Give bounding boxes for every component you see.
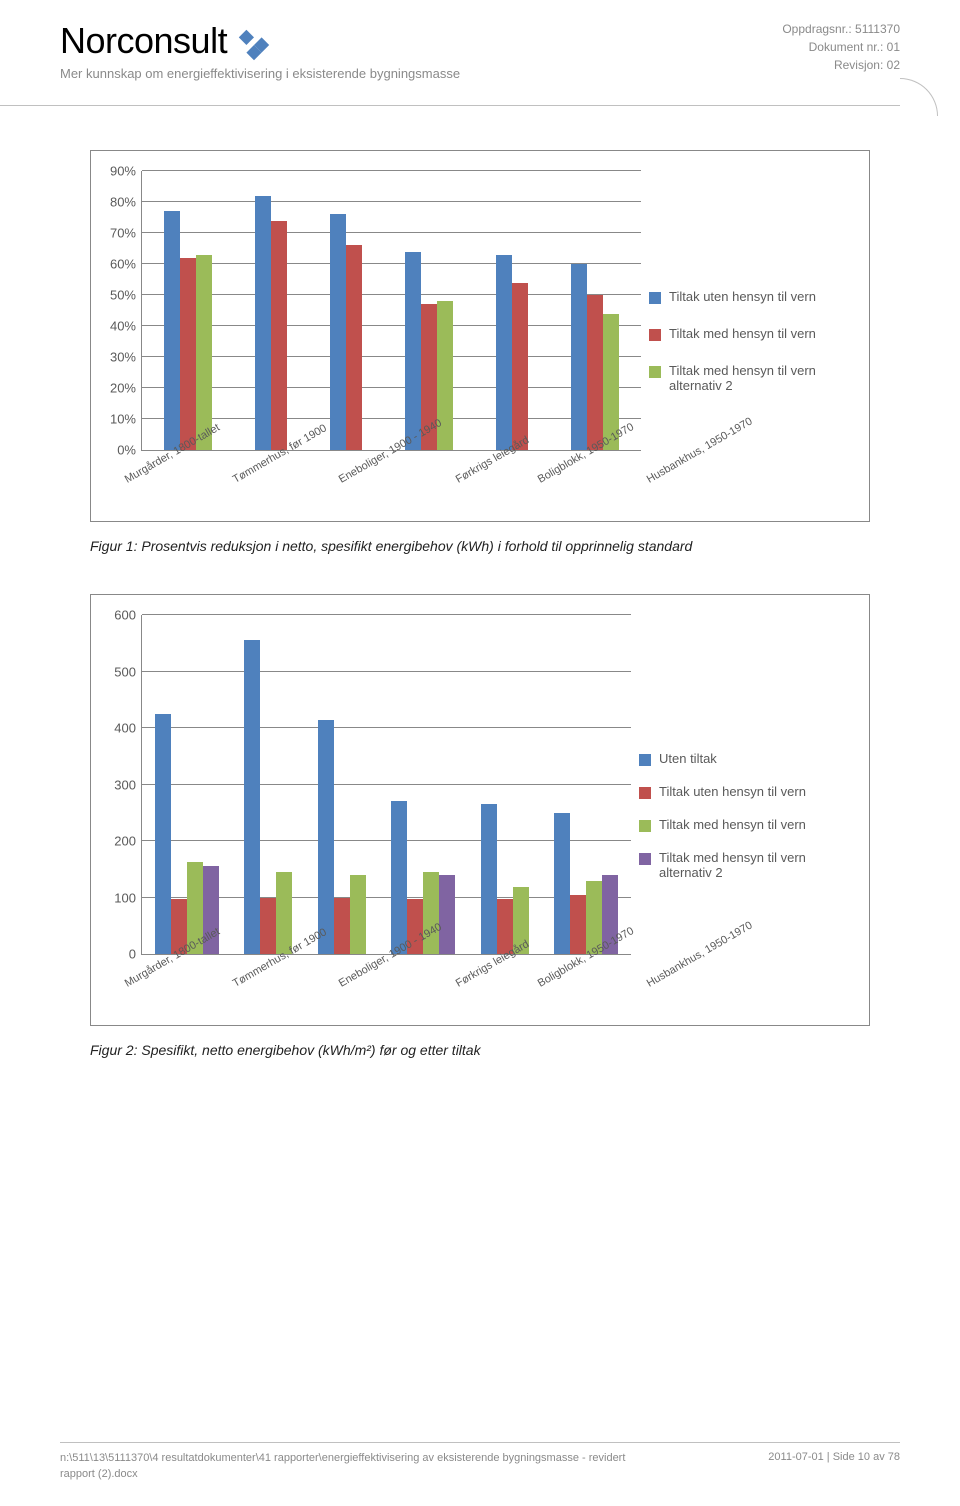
legend-label: Tiltak med hensyn til vern (659, 817, 806, 832)
y-axis-label: 10% (110, 412, 142, 427)
chart1-box: 0%10%20%30%40%50%60%70%80%90% Murgårder,… (90, 150, 870, 522)
bar (155, 714, 171, 954)
y-axis-label: 0 (129, 947, 142, 962)
bar-group (481, 615, 529, 954)
bar (318, 720, 334, 954)
y-axis-label: 20% (110, 381, 142, 396)
bar (587, 295, 603, 450)
legend-swatch (639, 787, 651, 799)
legend-label: Tiltak uten hensyn til vern (669, 289, 816, 304)
logo-block: Norconsult (60, 20, 900, 64)
legend-swatch (649, 329, 661, 341)
footer-path: n:\511\13\5111370\4 resultatdokumenter\4… (60, 1451, 660, 1482)
y-axis-label: 30% (110, 350, 142, 365)
chart1-plot: 0%10%20%30%40%50%60%70%80%90% Murgårder,… (141, 171, 641, 511)
header-rule (0, 105, 900, 106)
legend-item: Tiltak med hensyn til vern alternativ 2 (649, 363, 851, 393)
bar (570, 895, 586, 954)
y-axis-label: 0% (117, 443, 142, 458)
legend-item: Uten tiltak (639, 751, 851, 766)
legend-label: Tiltak med hensyn til vern alternativ 2 (669, 363, 851, 393)
caption2: Figur 2: Spesifikt, netto energibehov (k… (90, 1042, 870, 1058)
chart2-plot: 0100200300400500600 Murgårder, 1800-tall… (141, 615, 631, 1015)
legend-item: Tiltak med hensyn til vern alternativ 2 (639, 850, 851, 880)
bar-group (391, 615, 455, 954)
legend-swatch (649, 366, 661, 378)
footer-rule (60, 1442, 900, 1443)
legend-item: Tiltak med hensyn til vern (639, 817, 851, 832)
legend-label: Tiltak med hensyn til vern alternativ 2 (659, 850, 851, 880)
legend-label: Tiltak med hensyn til vern (669, 326, 816, 341)
legend-swatch (639, 754, 651, 766)
bars-row (142, 171, 641, 450)
bar (554, 813, 570, 954)
caption1: Figur 1: Prosentvis reduksjon i netto, s… (90, 538, 870, 554)
legend-item: Tiltak uten hensyn til vern (649, 289, 851, 304)
bar-group (244, 615, 292, 954)
y-axis-label: 100 (114, 890, 142, 905)
legend-swatch (649, 292, 661, 304)
y-axis-label: 50% (110, 288, 142, 303)
bar-group (330, 171, 362, 450)
page-content: 0%10%20%30%40%50%60%70%80%90% Murgårder,… (0, 120, 960, 1058)
y-axis-label: 40% (110, 319, 142, 334)
bar (244, 640, 260, 954)
legend-swatch (639, 820, 651, 832)
bar (276, 872, 292, 954)
y-axis-label: 200 (114, 834, 142, 849)
y-axis-label: 70% (110, 226, 142, 241)
legend-swatch (639, 853, 651, 865)
bar (180, 258, 196, 450)
chart2-box: 0100200300400500600 Murgårder, 1800-tall… (90, 594, 870, 1026)
page-subheader: Mer kunnskap om energieffektivisering i … (60, 66, 900, 81)
bar-group (255, 171, 287, 450)
bar (346, 245, 362, 450)
legend-item: Tiltak med hensyn til vern (649, 326, 851, 341)
bar (350, 875, 366, 954)
meta-dokument: Dokument nr.: 01 (782, 38, 900, 56)
y-axis-label: 60% (110, 257, 142, 272)
bar (571, 264, 587, 450)
corner-curve (900, 78, 938, 116)
bar (405, 252, 421, 450)
bar-group (318, 615, 366, 954)
bar-group (155, 615, 219, 954)
y-axis-label: 300 (114, 777, 142, 792)
y-axis-label: 90% (110, 164, 142, 179)
legend-item: Tiltak uten hensyn til vern (639, 784, 851, 799)
bar (255, 196, 271, 450)
y-axis-label: 500 (114, 664, 142, 679)
bar-group (571, 171, 619, 450)
bar-group (554, 615, 618, 954)
y-axis-label: 400 (114, 721, 142, 736)
y-axis-label: 80% (110, 195, 142, 210)
bar (496, 255, 512, 450)
legend-label: Uten tiltak (659, 751, 717, 766)
header-meta: Oppdragsnr.: 5111370 Dokument nr.: 01 Re… (782, 20, 900, 74)
logo-text: Norconsult (60, 20, 227, 62)
meta-oppdrag: Oppdragsnr.: 5111370 (782, 20, 900, 38)
bar-group (405, 171, 453, 450)
bar (271, 221, 287, 450)
page-footer: n:\511\13\5111370\4 resultatdokumenter\4… (0, 1442, 960, 1482)
bar (330, 214, 346, 450)
logo-icon (235, 26, 273, 64)
page-header: Norconsult Mer kunnskap om energieffekti… (0, 0, 960, 120)
bar (196, 255, 212, 450)
bar (512, 283, 528, 450)
legend-label: Tiltak uten hensyn til vern (659, 784, 806, 799)
bar-group (496, 171, 528, 450)
bar-group (164, 171, 212, 450)
bar (164, 211, 180, 450)
bar (334, 898, 350, 955)
bars-row (142, 615, 631, 954)
meta-revisjon: Revisjon: 02 (782, 56, 900, 74)
footer-page: 2011-07-01 | Side 10 av 78 (768, 1451, 900, 1482)
bar (481, 804, 497, 954)
bar (391, 801, 407, 954)
bar (260, 898, 276, 955)
y-axis-label: 600 (114, 608, 142, 623)
